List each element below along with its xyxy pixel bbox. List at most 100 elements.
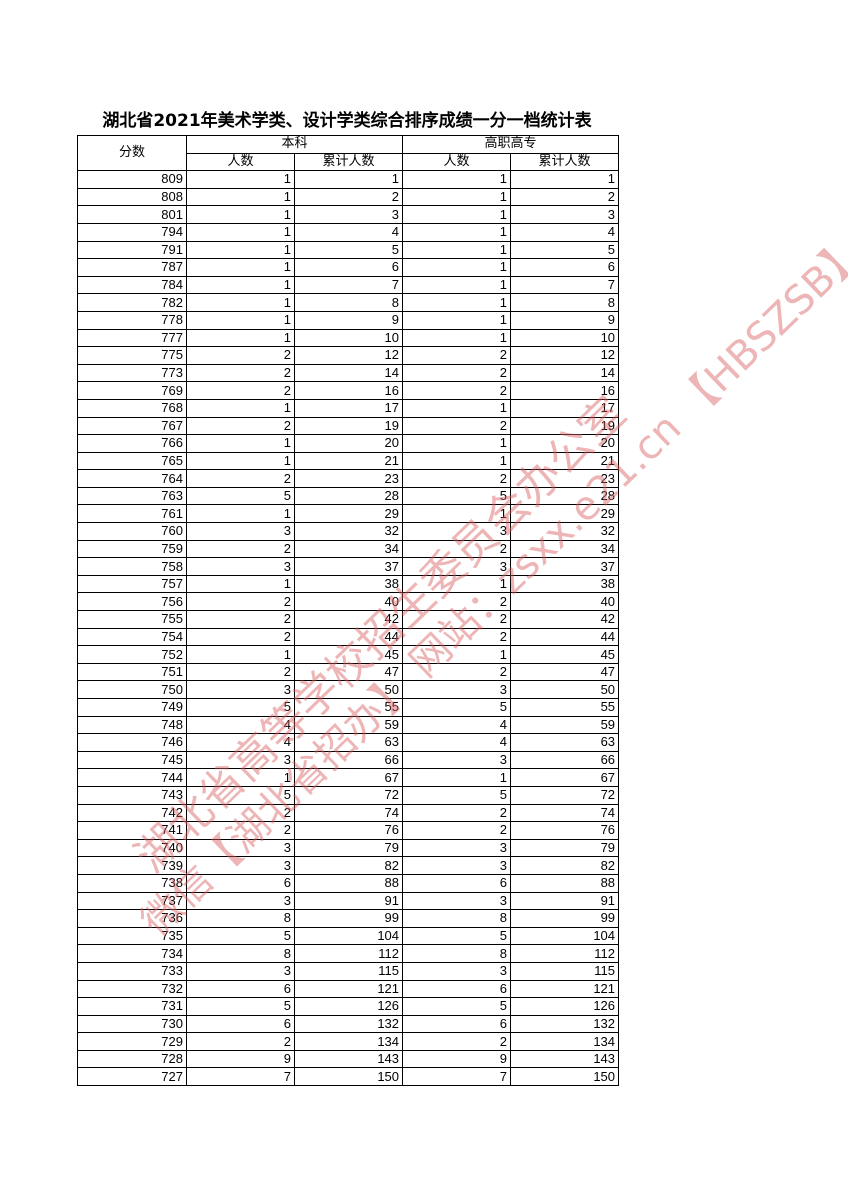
cell-vocational-count: 2 <box>402 416 512 436</box>
cell-vocational-cumulative: 16 <box>510 381 620 400</box>
cell-score: 765 <box>77 451 187 471</box>
cell-undergraduate-count: 1 <box>186 222 295 242</box>
cell-undergraduate-cumulative: 3 <box>293 205 404 224</box>
cell-undergraduate-count: 2 <box>186 363 295 383</box>
cell-vocational-count: 7 <box>402 1067 512 1087</box>
cell-vocational-cumulative: 143 <box>510 1049 620 1069</box>
table-body: 809 1 1 1 1 808 1 2 1 2 801 1 3 1 3 794 1 4 1 4 791 1 5 1 5 787 1 6… <box>77 170 620 1087</box>
cell-undergraduate-count: 1 <box>186 275 295 295</box>
cell-vocational-cumulative: 9 <box>510 310 620 330</box>
cell-undergraduate-count: 6 <box>186 979 295 999</box>
cell-undergraduate-cumulative: 79 <box>293 838 404 858</box>
table-row: 766 1 20 1 20 <box>77 434 620 453</box>
table-row: 744 1 67 1 67 <box>77 768 620 787</box>
cell-undergraduate-count: 1 <box>186 187 295 207</box>
cell-undergraduate-count: 4 <box>186 733 295 752</box>
cell-vocational-cumulative: 37 <box>510 557 620 576</box>
cell-undergraduate-cumulative: 115 <box>293 961 404 981</box>
table-row: 729 2 134 2 134 <box>77 1032 620 1051</box>
cell-score: 773 <box>77 363 187 383</box>
cell-undergraduate-count: 7 <box>186 1067 295 1087</box>
cell-undergraduate-count: 3 <box>186 961 295 981</box>
cell-vocational-count: 5 <box>402 486 512 506</box>
cell-vocational-count: 6 <box>402 873 512 893</box>
table-row: 763 5 28 5 28 <box>77 486 620 506</box>
cell-undergraduate-count: 2 <box>186 539 295 559</box>
cell-vocational-count: 3 <box>402 838 512 858</box>
cell-undergraduate-cumulative: 12 <box>293 346 404 365</box>
cell-vocational-count: 1 <box>402 574 512 594</box>
cell-score: 732 <box>77 979 187 999</box>
table-row: 732 6 121 6 121 <box>77 979 620 999</box>
cell-vocational-count: 2 <box>402 469 512 488</box>
cell-score: 784 <box>77 275 187 295</box>
cell-undergraduate-cumulative: 10 <box>293 328 404 348</box>
cell-vocational-count: 1 <box>402 434 512 453</box>
cell-vocational-count: 3 <box>402 680 512 699</box>
cell-vocational-cumulative: 134 <box>510 1032 620 1051</box>
table-row: 768 1 17 1 17 <box>77 398 620 418</box>
table-row: 745 3 66 3 66 <box>77 750 620 770</box>
cell-vocational-cumulative: 23 <box>510 469 620 488</box>
cell-vocational-count: 2 <box>402 662 512 682</box>
header-score: 分数 <box>77 134 187 172</box>
cell-vocational-cumulative: 132 <box>510 1014 620 1034</box>
cell-undergraduate-cumulative: 28 <box>293 486 404 506</box>
table-row: 738 6 88 6 88 <box>77 873 620 893</box>
cell-vocational-cumulative: 17 <box>510 398 620 418</box>
cell-score: 746 <box>77 733 187 752</box>
cell-vocational-count: 2 <box>402 803 512 823</box>
cell-undergraduate-count: 5 <box>186 698 295 717</box>
header-undergraduate: 本科 <box>185 135 404 154</box>
cell-score: 768 <box>77 398 187 418</box>
cell-vocational-cumulative: 28 <box>510 486 620 506</box>
cell-undergraduate-cumulative: 29 <box>293 504 404 524</box>
cell-vocational-cumulative: 5 <box>510 240 620 260</box>
table-row: 728 9 143 9 143 <box>77 1049 620 1069</box>
table-row: 755 2 42 2 42 <box>77 610 620 629</box>
cell-undergraduate-count: 2 <box>186 610 295 629</box>
cell-score: 757 <box>77 574 187 594</box>
cell-score: 744 <box>77 768 187 787</box>
table-row: 761 1 29 1 29 <box>77 504 620 524</box>
table-row: 730 6 132 6 132 <box>77 1014 620 1034</box>
table-row: 767 2 19 2 19 <box>77 416 620 436</box>
cell-undergraduate-cumulative: 72 <box>293 785 404 805</box>
table-row: 764 2 23 2 23 <box>77 469 620 488</box>
header-vocational-cumulative: 累计人数 <box>510 152 620 172</box>
cell-score: 739 <box>77 856 187 875</box>
cell-undergraduate-count: 5 <box>186 997 295 1016</box>
cell-vocational-count: 1 <box>402 275 512 295</box>
cell-undergraduate-count: 2 <box>186 1032 295 1051</box>
table-row: 787 1 6 1 6 <box>77 258 620 277</box>
cell-undergraduate-cumulative: 42 <box>293 610 404 629</box>
cell-undergraduate-count: 1 <box>186 451 295 471</box>
cell-undergraduate-cumulative: 19 <box>293 416 404 436</box>
cell-score: 730 <box>77 1014 187 1034</box>
cell-score: 761 <box>77 504 187 524</box>
cell-undergraduate-cumulative: 14 <box>293 363 404 383</box>
cell-undergraduate-cumulative: 5 <box>293 240 404 260</box>
cell-score: 763 <box>77 486 187 506</box>
cell-score: 752 <box>77 645 187 664</box>
cell-undergraduate-count: 2 <box>186 821 295 840</box>
cell-vocational-count: 1 <box>402 293 512 312</box>
cell-vocational-count: 3 <box>402 961 512 981</box>
cell-undergraduate-count: 3 <box>186 856 295 875</box>
cell-undergraduate-count: 1 <box>186 205 295 224</box>
score-table: 分数 本科 高职高专 人数 累计人数 人数 累计人数 809 1 1 1 1 808 1 2 1… <box>77 134 620 1087</box>
cell-vocational-cumulative: 99 <box>510 909 620 928</box>
cell-undergraduate-cumulative: 45 <box>293 645 404 664</box>
cell-vocational-cumulative: 10 <box>510 328 620 348</box>
cell-vocational-cumulative: 21 <box>510 451 620 471</box>
cell-undergraduate-cumulative: 7 <box>293 275 404 295</box>
cell-undergraduate-count: 8 <box>186 909 295 928</box>
cell-vocational-count: 1 <box>402 504 512 524</box>
cell-vocational-cumulative: 40 <box>510 592 620 612</box>
cell-vocational-cumulative: 19 <box>510 416 620 436</box>
cell-undergraduate-count: 1 <box>186 328 295 348</box>
cell-undergraduate-count: 6 <box>186 873 295 893</box>
table-row: 741 2 76 2 76 <box>77 821 620 840</box>
cell-score: 794 <box>77 222 187 242</box>
page-title: 湖北省2021年美术学类、设计学类综合排序成绩一分一档统计表 <box>102 111 592 131</box>
